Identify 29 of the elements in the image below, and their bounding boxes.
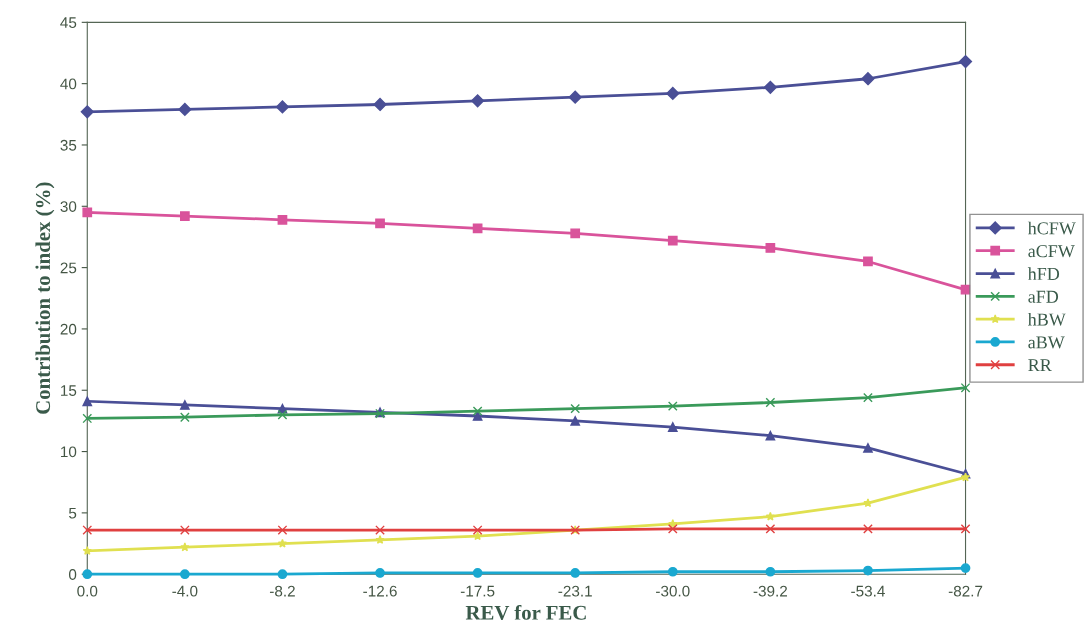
- legend-label: hFD: [1027, 267, 1060, 280]
- x-tick-label: -30.0: [656, 585, 690, 597]
- legend-label: aCFW: [1028, 245, 1075, 258]
- x-axis-title: REV for FEC: [465, 604, 586, 620]
- x-tick-label: -4.0: [172, 585, 198, 597]
- x-tick-label: -82.7: [948, 585, 983, 597]
- x-tick-label: 0.0: [77, 585, 98, 597]
- y-tick-label: 40: [60, 78, 77, 90]
- x-tick-label: -17.5: [460, 585, 495, 597]
- y-axis-title: Contribution to index (%): [35, 182, 55, 414]
- x-tick-label: -53.4: [851, 585, 885, 597]
- y-tick-label: 25: [60, 262, 77, 274]
- x-tick-label: -39.2: [753, 585, 788, 597]
- legend-label: hCFW: [1027, 221, 1076, 235]
- legend-label: aBW: [1028, 336, 1065, 349]
- y-tick-label: 30: [60, 201, 77, 212]
- y-tick-label: 20: [60, 323, 77, 335]
- y-tick-label: 5: [68, 507, 77, 519]
- y-tick-label: 15: [61, 385, 77, 396]
- x-tick-label: -23.1: [558, 585, 592, 597]
- x-tick-label: -8.2: [269, 585, 295, 597]
- legend-label: aFD: [1028, 290, 1059, 303]
- y-tick-label: 45: [60, 17, 77, 29]
- y-tick-label: 10: [61, 446, 77, 458]
- legend-label: hBW: [1027, 312, 1066, 326]
- y-tick-label: 0: [68, 569, 77, 580]
- y-tick-label: 35: [60, 139, 77, 151]
- legend-label: RR: [1028, 359, 1052, 372]
- x-tick-label: -12.6: [363, 585, 397, 597]
